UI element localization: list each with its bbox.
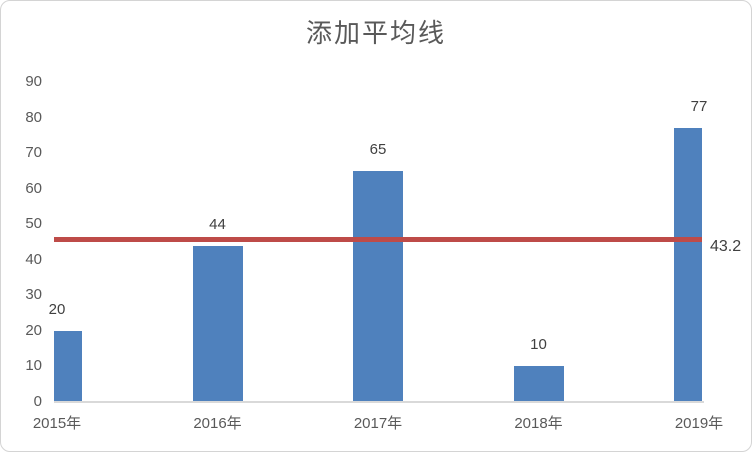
bar-2016年 <box>192 246 243 402</box>
y-tick-label: 90 <box>25 73 42 90</box>
bar-value-label: 65 <box>369 140 387 158</box>
bar-value-label: 77 <box>690 98 708 116</box>
average-line <box>54 237 702 242</box>
plot-area <box>54 82 702 402</box>
x-axis-line <box>54 401 704 403</box>
x-axis-label: 2019年 <box>674 415 724 432</box>
y-tick-label: 50 <box>25 215 42 233</box>
bar-value-label: 20 <box>48 300 66 318</box>
y-tick-label: 80 <box>25 108 42 126</box>
y-tick-label: 20 <box>25 321 42 339</box>
bar-2017年 <box>353 171 403 402</box>
bar-value-label: 44 <box>209 215 226 233</box>
y-tick-label: 0 <box>33 393 42 410</box>
y-tick-label: 10 <box>25 357 42 375</box>
bar-value-label: 10 <box>530 336 547 354</box>
y-tick-label: 60 <box>25 179 42 197</box>
bar-2018年 <box>513 366 564 402</box>
bar-2015年 <box>54 331 82 402</box>
y-tick-label: 30 <box>25 286 42 304</box>
x-axis-label: 2015年 <box>32 415 82 432</box>
average-line-label: 43.2 <box>710 238 742 255</box>
chart-title: 添加平均线 <box>305 19 446 49</box>
y-tick-label: 70 <box>25 144 42 162</box>
bar-2019年 <box>674 128 702 402</box>
x-axis-label: 2016年 <box>193 415 242 432</box>
x-axis-label: 2017年 <box>353 415 403 432</box>
x-axis-label: 2018年 <box>514 415 563 432</box>
y-tick-label: 40 <box>25 250 42 268</box>
